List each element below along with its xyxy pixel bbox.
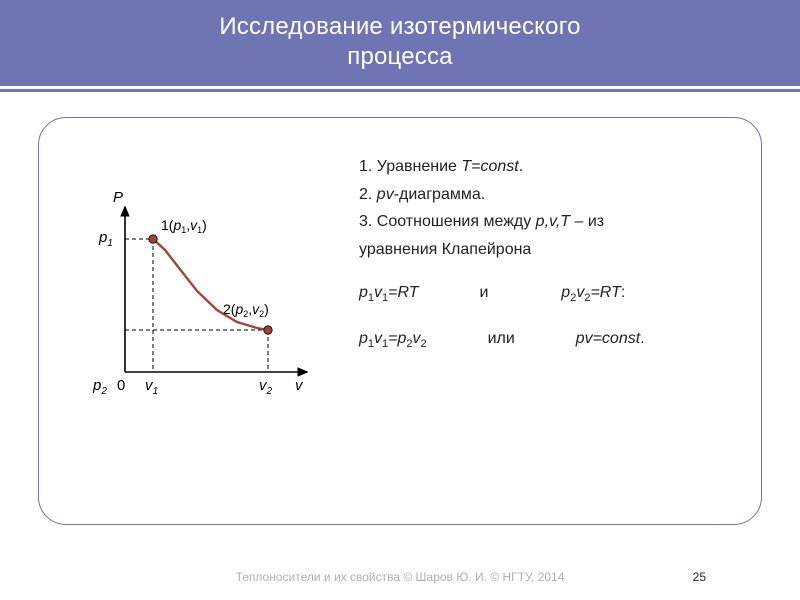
l2-b: pv [377,186,394,203]
eq1-rt1: =RT [388,284,418,301]
title-line-1: Исследование изотермического [40,12,760,42]
eq2-dot: . [640,330,644,347]
l3-c: – из [570,213,604,230]
l2-a: 2. [359,186,377,203]
title-line-2: процесса [40,42,760,72]
eq-1: p1v1=RT и p2v2=RT: [359,280,731,308]
svg-text:p2: p2 [92,377,107,397]
eq2-pvc: pv=const [576,330,640,347]
eq2-eq-p2: =p [388,330,406,347]
l3-b: p,v,T [536,213,570,230]
line-1: 1. Уравнение T=const. [359,154,731,180]
line-2: 2. pv-диаграмма. [359,182,731,208]
eq-2: p1v1=p2v2 или pv=const. [359,326,731,354]
text-block: 1. Уравнение T=const. 2. pv-диаграмма. 3… [359,148,731,356]
l1-c: . [519,158,523,175]
eq2-v1-v: v [374,330,382,347]
eq2-v2-sub: 2 [421,338,427,350]
svg-text:v1: v1 [145,377,158,397]
svg-text:1(p1,v1): 1(p1,v1) [161,217,207,235]
title-bar: Исследование изотермического процесса [0,0,800,89]
pv-diagram: Pp1 p2 0 v1 v2 v 1(p1,v1) 2(p2,v2) [69,148,329,419]
l1-a: 1. Уравнение [359,158,461,175]
svg-text:P: P [113,189,123,206]
svg-text:0: 0 [117,377,125,394]
svg-text:2(p2,v2): 2(p2,v2) [223,301,269,319]
svg-text:v2: v2 [259,377,273,397]
eq1-colon: : [621,284,625,301]
line-3: 3. Соотношения между p,v,T – из [359,209,731,235]
svg-text:p1: p1 [98,229,113,249]
content-frame: Pp1p20v1v2v1(p1,v1)2(p2,v2) 1. Уравнение… [38,117,762,525]
content-layout: Pp1p20v1v2v1(p1,v1)2(p2,v2) 1. Уравнение… [69,148,731,494]
spacer-1 [359,264,731,278]
line-4: уравнения Клапейрона [359,237,731,263]
pv-diagram-svg: Pp1 p2 0 v1 v2 v 1(p1,v1) 2(p2,v2) [69,184,329,414]
eq2-v2-v: v [413,330,421,347]
eq1-rt2: =RT [590,284,620,301]
footer-text: Теплоносители и их свойства © Шаров Ю. И… [0,570,800,584]
spacer-2 [359,310,731,324]
page-number: 25 [693,570,706,584]
eq1-v1-v: v [374,284,382,301]
svg-text:v: v [295,377,304,394]
eq1-p1-p: p [359,284,368,301]
eq2-or: или [488,330,515,347]
eq2-p1-p: p [359,330,368,347]
eq1-and: и [479,284,488,301]
l3-a: 3. Соотношения между [359,213,536,230]
eq1-p2-p: p [561,284,570,301]
l1-b: T=const [461,158,518,175]
slide: Исследование изотермического процесса Pp… [0,0,800,600]
l2-c: -диаграмма. [394,186,485,203]
